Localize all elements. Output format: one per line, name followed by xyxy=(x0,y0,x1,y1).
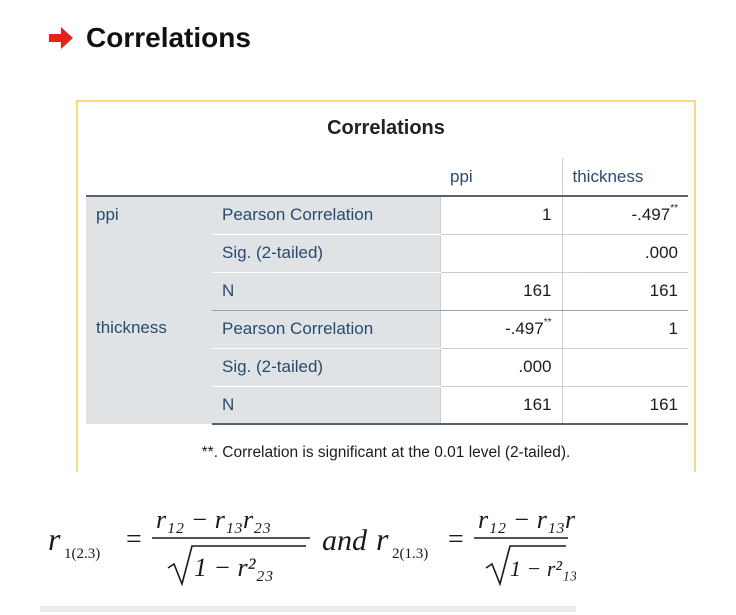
formula-lhs1: r xyxy=(48,521,61,557)
row-stat-label: Pearson Correlation xyxy=(212,310,440,349)
formula-denominator-2: 1 − r²₁₃ xyxy=(510,556,576,581)
cell-value xyxy=(561,348,688,387)
cell-value: 161 xyxy=(561,272,688,311)
correlations-output-panel: Correlations ppi thickness ppi Pearson C… xyxy=(76,100,696,472)
cell-value: -.497** xyxy=(439,310,562,349)
section-heading: Correlations xyxy=(46,22,251,54)
column-header-ppi: ppi xyxy=(450,166,473,186)
table-row: Sig. (2-tailed) .000 xyxy=(86,348,688,387)
sqrt-symbol-2 xyxy=(485,545,566,587)
significance-marker: ** xyxy=(543,317,552,328)
row-stat-label: Sig. (2-tailed) xyxy=(212,348,440,387)
cell-value: .000 xyxy=(561,234,688,273)
cell-value: 161 xyxy=(561,386,688,425)
significance-marker: ** xyxy=(670,203,678,215)
formula-denominator-1: 1 − r²₂₃ xyxy=(194,553,274,582)
cell-value: .000 xyxy=(439,348,562,387)
right-arrow-icon xyxy=(49,27,73,49)
row-stat-label: Sig. (2-tailed) xyxy=(212,234,440,273)
table-row: N 161 161 xyxy=(86,272,688,311)
table-row: ppi Pearson Correlation 1 -.497** xyxy=(86,196,688,310)
table-row: Sig. (2-tailed) .000 xyxy=(86,234,688,273)
row-stat-label: Pearson Correlation xyxy=(212,196,440,235)
table-footnote: **. Correlation is significant at the 0.… xyxy=(201,444,571,461)
formula-lhs1-sub: 1(2.3) xyxy=(64,546,100,562)
formula-numerator-2: r₁₂ − r₁₃r₂₃ xyxy=(478,505,576,534)
table-row: N 161 161 xyxy=(86,386,688,425)
cell-value: 161 xyxy=(439,386,562,425)
column-header-thickness: thickness xyxy=(561,158,688,196)
svg-text:=: = xyxy=(126,524,142,555)
formula-connector: and xyxy=(322,524,368,557)
cell-value: 1 xyxy=(561,310,688,349)
formula-lhs2: r xyxy=(376,521,389,557)
table-header-row: ppi thickness xyxy=(86,158,688,196)
page-title: Correlations xyxy=(86,22,251,53)
table-title: Correlations xyxy=(327,117,445,139)
cell-value xyxy=(439,234,562,273)
sqrt-symbol-1 xyxy=(167,545,306,587)
cell-value: -.497** xyxy=(561,196,688,235)
row-stat-label: N xyxy=(212,272,440,311)
row-variable-thickness: thickness xyxy=(86,310,212,424)
row-variable-ppi: ppi xyxy=(86,196,212,310)
cell-value: 161 xyxy=(439,272,562,311)
correlations-table: ppi thickness ppi Pearson Correlation 1 … xyxy=(86,158,688,425)
formula-numerator-1: r₁₂ − r₁₃r₂₃ xyxy=(156,505,271,534)
partial-correlation-formula: r 1(2.3) = r₁₂ − r₁₃r₂₃ 1 − r²₂₃ and r 2… xyxy=(40,488,576,612)
row-stat-label: N xyxy=(212,386,440,425)
formula-lhs2-sub: 2(1.3) xyxy=(392,546,428,562)
formula-graphic: r 1(2.3) = r₁₂ − r₁₃r₂₃ 1 − r²₂₃ and r 2… xyxy=(48,505,576,587)
cell-value: 1 xyxy=(439,196,562,235)
table-row: thickness Pearson Correlation -.497** 1 xyxy=(86,310,688,424)
svg-text:=: = xyxy=(448,524,464,555)
